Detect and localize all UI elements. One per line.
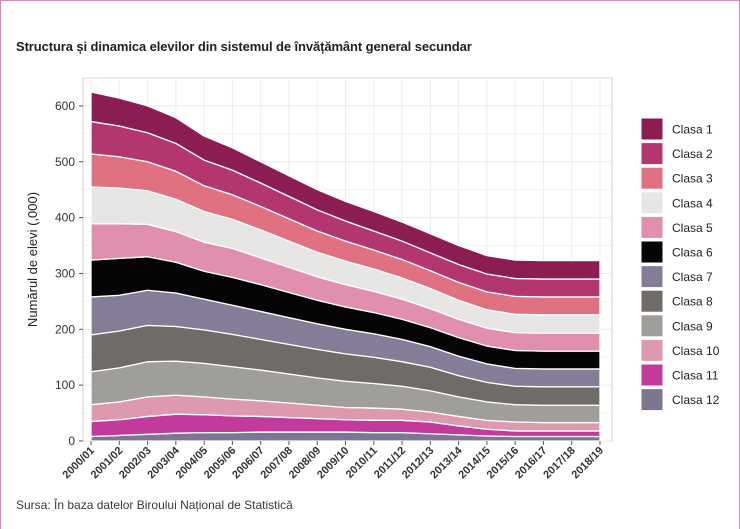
legend-swatch-clasa-6 bbox=[640, 240, 664, 264]
legend-label-clasa-2: Clasa 2 bbox=[672, 147, 713, 161]
legend-swatch-clasa-12 bbox=[640, 388, 664, 412]
legend-swatch-clasa-8 bbox=[640, 289, 664, 313]
legend-label-clasa-1: Clasa 1 bbox=[672, 123, 713, 137]
legend-label-clasa-3: Clasa 3 bbox=[672, 172, 713, 186]
legend-label-clasa-5: Clasa 5 bbox=[672, 221, 713, 235]
legend-swatch-clasa-5 bbox=[640, 215, 664, 239]
legend-label-clasa-4: Clasa 4 bbox=[672, 196, 713, 210]
legend-swatch-clasa-10 bbox=[640, 338, 664, 362]
legend-swatch-clasa-2 bbox=[640, 142, 664, 166]
legend-label-clasa-12: Clasa 12 bbox=[672, 393, 720, 407]
chart-title: Structura și dinamica elevilor din siste… bbox=[16, 39, 472, 54]
y-tick-label: 100 bbox=[55, 378, 75, 392]
y-tick-label: 400 bbox=[55, 211, 75, 225]
legend-label-clasa-9: Clasa 9 bbox=[672, 319, 713, 333]
legend-label-clasa-8: Clasa 8 bbox=[672, 295, 713, 309]
y-tick-label: 200 bbox=[55, 322, 75, 336]
legend-swatch-clasa-3 bbox=[640, 166, 664, 190]
y-tick-label: 300 bbox=[55, 266, 75, 280]
legend-label-clasa-6: Clasa 6 bbox=[672, 246, 713, 260]
y-axis-title: Numărul de elevi (,000) bbox=[25, 192, 40, 327]
legend-swatch-clasa-9 bbox=[640, 314, 664, 338]
legend-swatch-clasa-4 bbox=[640, 191, 664, 215]
y-tick-label: 500 bbox=[55, 155, 75, 169]
legend-label-clasa-7: Clasa 7 bbox=[672, 270, 713, 284]
source-note: Sursa: În baza datelor Biroului Național… bbox=[16, 498, 293, 512]
y-tick-label: 600 bbox=[55, 99, 75, 113]
legend-swatch-clasa-7 bbox=[640, 265, 664, 289]
legend-swatch-clasa-11 bbox=[640, 363, 664, 387]
legend-swatch-clasa-1 bbox=[640, 117, 664, 141]
y-tick-label: 0 bbox=[68, 434, 75, 448]
x-tick-label: 2018/19 bbox=[570, 445, 607, 482]
area-clasa-1 bbox=[90, 91, 601, 280]
legend-label-clasa-11: Clasa 11 bbox=[672, 369, 719, 383]
legend-label-clasa-10: Clasa 10 bbox=[672, 344, 720, 358]
